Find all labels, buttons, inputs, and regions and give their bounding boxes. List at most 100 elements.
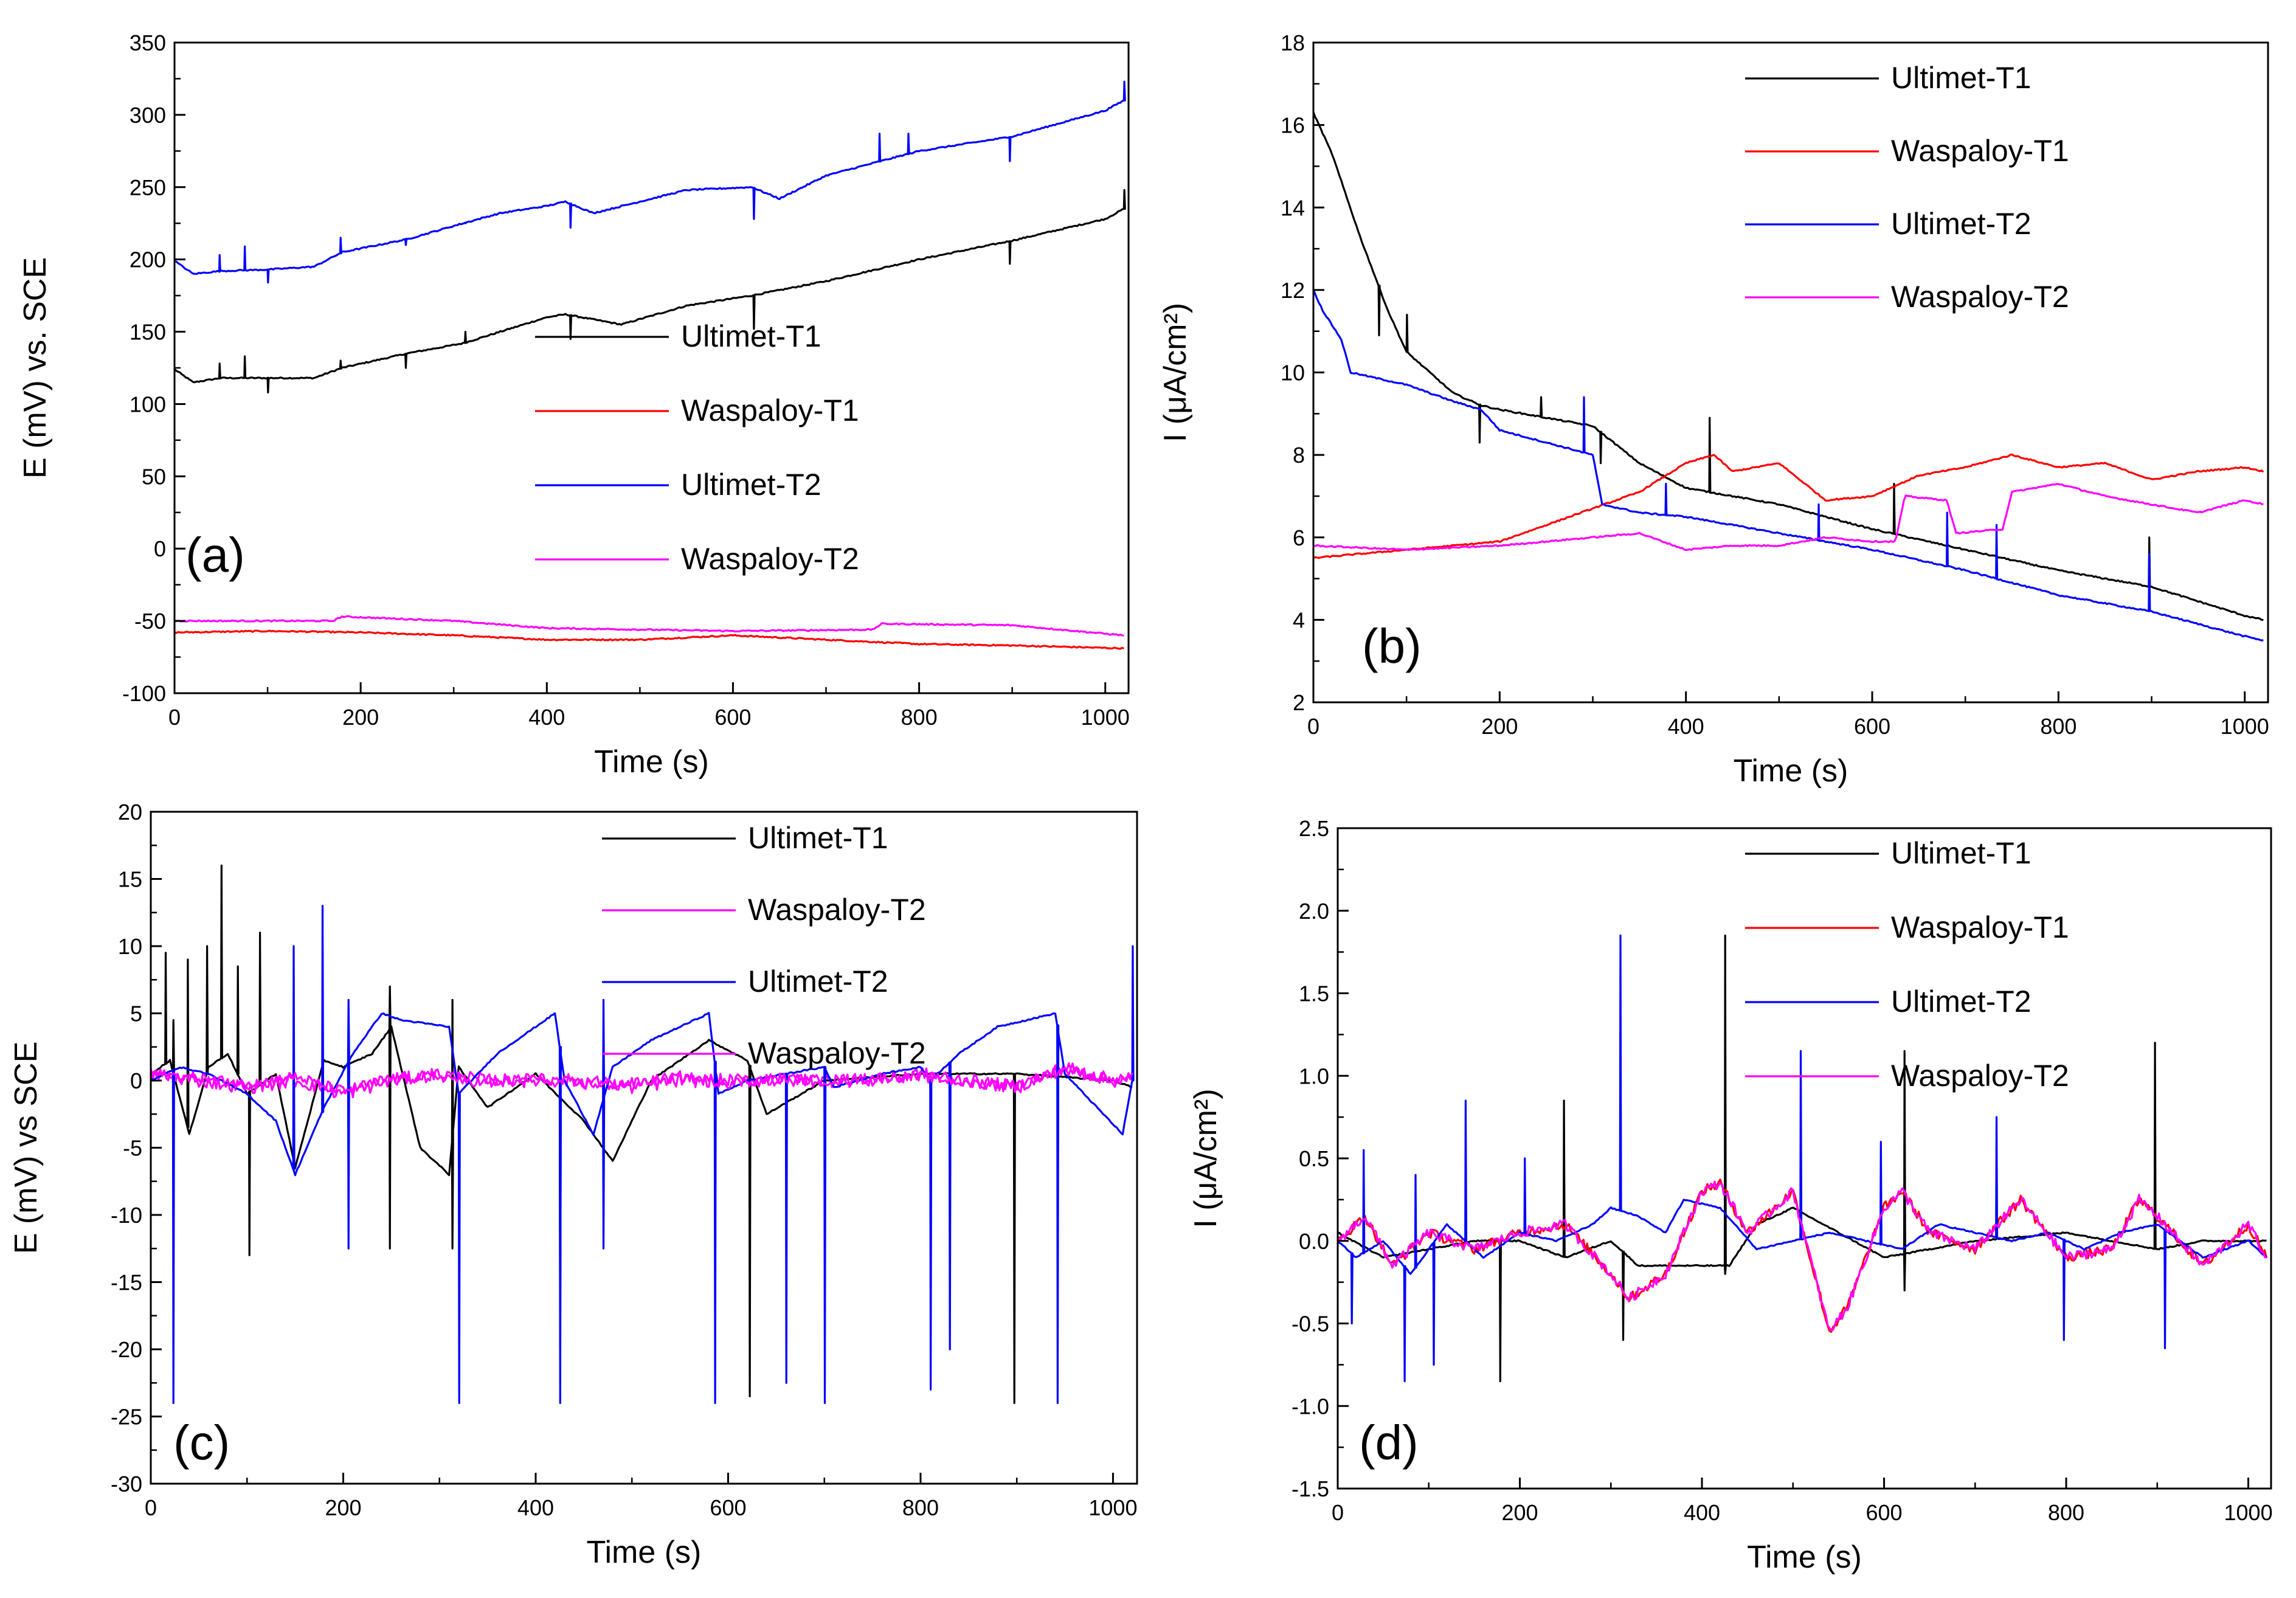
x-tick-label: 200 (1501, 1500, 1538, 1525)
y-tick-label: 18 (1281, 30, 1305, 55)
series-line-waspaloy-t1 (1313, 453, 2264, 559)
x-tick-label: 800 (2040, 714, 2076, 739)
y-tick-label: 16 (1281, 113, 1305, 138)
series-group (151, 864, 1135, 1404)
panel-a: 0 200 400 600 800 1000 -100 -50 0 50 100 150 200 250 3… (18, 30, 1130, 780)
legend-entry: Waspaloy-T1 (1891, 134, 2069, 168)
series-line-ultimet-t2 (151, 905, 1135, 1404)
y-tick-label: 8 (1293, 443, 1305, 468)
panel-label: (d) (1359, 1416, 1419, 1470)
panel-label: (a) (185, 528, 245, 582)
y-tick-label: 0 (130, 1068, 142, 1093)
y-tick-label: 1.0 (1299, 1064, 1329, 1088)
series-line-ultimet-t2 (175, 80, 1126, 284)
y-tick-label: 350 (130, 30, 166, 55)
x-axis-label: Time (s) (1747, 1540, 1862, 1575)
x-tick-label: 200 (342, 705, 379, 730)
y-tick-label: 2 (1293, 690, 1305, 715)
y-tick-label: 50 (142, 464, 166, 489)
x-tick-label: 600 (710, 1495, 746, 1520)
y-tick-label: 150 (130, 320, 166, 345)
x-tick-label: 0 (168, 705, 181, 730)
legend-entry: Waspaloy-T2 (681, 542, 859, 576)
legend-entry: Ultimet-T1 (748, 821, 888, 855)
panel-label: (c) (173, 1416, 230, 1470)
x-tick-label: 1000 (2224, 1500, 2273, 1525)
series-group (175, 80, 1126, 650)
legend-entry: Ultimet-T2 (1891, 984, 2031, 1019)
series-group (1338, 934, 2268, 1383)
y-tick-label: -50 (134, 609, 166, 634)
plot-frame (1312, 41, 2269, 704)
y-tick-label: -10 (111, 1203, 142, 1228)
legend-entry: Waspaloy-T1 (1891, 910, 2069, 944)
y-tick-label: 15 (118, 867, 142, 892)
y-tick-label: 0.5 (1299, 1146, 1329, 1171)
x-tick-label: 400 (528, 705, 565, 730)
y-tick-label: 2.5 (1299, 816, 1329, 841)
y-tick-label: -1.0 (1292, 1394, 1329, 1419)
legend-entry: Ultimet-T1 (1891, 61, 2031, 95)
y-tick-label: 10 (118, 934, 142, 959)
x-tick-label: 400 (1668, 714, 1704, 739)
x-axis-label: Time (s) (587, 1535, 702, 1570)
legend-entry: Waspaloy-T2 (748, 893, 926, 927)
x-tick-label: 1000 (1081, 705, 1130, 730)
y-tick-label: 0 (154, 536, 166, 561)
legend-entry: Waspaloy-T2 (1891, 280, 2069, 314)
x-tick-label: 800 (901, 705, 938, 730)
x-tick-label: 0 (145, 1495, 157, 1520)
y-tick-label: 1.5 (1299, 981, 1329, 1006)
legend-entry: Ultimet-T2 (748, 964, 888, 998)
y-tick-label: -1.5 (1292, 1476, 1329, 1501)
series-line-ultimet-t1 (151, 864, 1133, 1404)
x-tick-label: 400 (1684, 1500, 1720, 1525)
legend-entry: Ultimet-T1 (1891, 836, 2031, 870)
y-tick-label: -0.5 (1292, 1312, 1329, 1337)
legend-entry: Ultimet-T2 (1891, 207, 2031, 241)
x-tick-label: 200 (1481, 714, 1518, 739)
x-tick-label: 600 (1854, 714, 1890, 739)
legend-entry: Waspaloy-T1 (681, 393, 859, 427)
x-tick-label: 1000 (1088, 1495, 1137, 1520)
y-tick-label: 0.0 (1299, 1229, 1329, 1254)
panel-b: 0 200 400 600 800 1000 2 4 6 8 10 12 14 16 18 Time (s) I… (1158, 30, 2269, 789)
x-tick-label: 600 (1866, 1500, 1902, 1525)
series-line-ultimet-t1 (175, 189, 1126, 393)
y-tick-label: -30 (111, 1472, 142, 1496)
x-tick-label: 400 (517, 1495, 554, 1520)
legend-entry: Waspaloy-T2 (748, 1036, 926, 1070)
y-tick-label: 2.0 (1299, 899, 1329, 924)
x-tick-label: 800 (902, 1495, 939, 1520)
x-tick-label: 0 (1332, 1500, 1344, 1525)
panel-c: 0 200 400 600 800 1000 -30 -25 -20 -15 -10 -5 0 5 10 15… (9, 800, 1138, 1570)
y-tick-label: 4 (1293, 607, 1305, 632)
y-tick-label: 20 (118, 800, 142, 825)
series-line-waspaloy-t2 (1313, 483, 2264, 552)
x-tick-label: 200 (325, 1495, 361, 1520)
plot-frame (150, 811, 1138, 1485)
series-group (1313, 111, 2264, 642)
y-tick-label: 12 (1281, 278, 1305, 303)
x-axis-label: Time (s) (1734, 753, 1848, 789)
x-axis-label: Time (s) (594, 744, 709, 780)
y-tick-label: 10 (1281, 361, 1305, 386)
series-line-waspaloy-t2 (1338, 1180, 2267, 1332)
y-axis-label: E (mV) vs SCE (9, 1042, 44, 1254)
y-tick-label: -5 (123, 1136, 142, 1161)
y-tick-label: 6 (1293, 525, 1305, 550)
x-tick-label: 800 (2048, 1500, 2084, 1525)
y-axis-label: I (μA/cm²) (1158, 303, 1193, 442)
y-axis-label: E (mV) vs. SCE (18, 257, 53, 479)
y-tick-label: -25 (111, 1405, 142, 1430)
y-tick-label: 14 (1281, 195, 1305, 220)
series-line-waspaloy-t1 (175, 629, 1124, 650)
series-line-ultimet-t1 (1313, 111, 2264, 621)
y-tick-label: 250 (130, 175, 166, 200)
legend-entry: Ultimet-T1 (681, 319, 821, 353)
series-line-waspaloy-t2 (151, 1062, 1133, 1099)
x-tick-label: 1000 (2221, 714, 2269, 739)
y-tick-label: 100 (130, 392, 166, 417)
y-tick-label: -15 (111, 1270, 142, 1295)
